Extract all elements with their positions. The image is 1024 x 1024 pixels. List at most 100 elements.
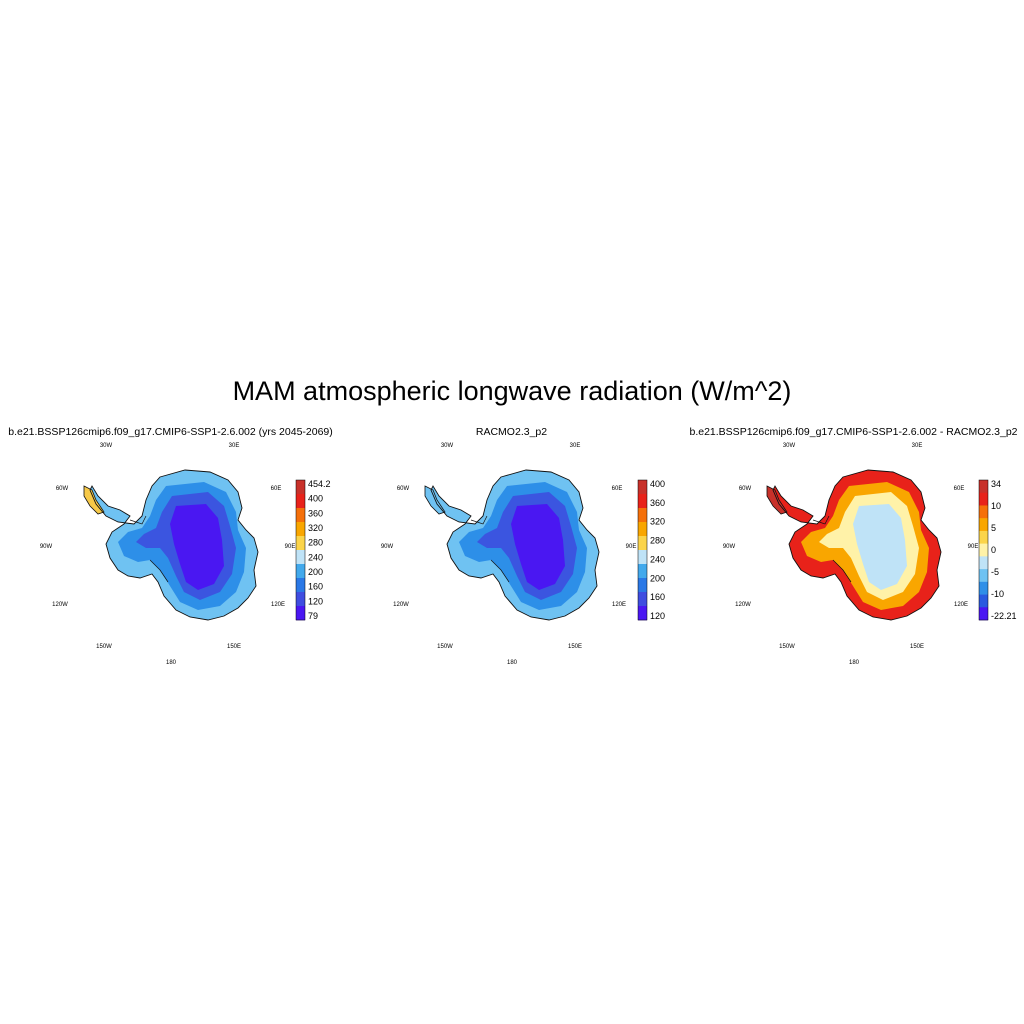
colorbar-swatch: [979, 569, 988, 583]
longitude-label: 30E: [229, 443, 240, 449]
colorbar-swatch: [296, 494, 305, 509]
colorbar-label: 79: [308, 611, 318, 621]
longitude-label: 30E: [570, 443, 581, 449]
colorbar-frame: [978, 479, 989, 621]
longitude-label: 60E: [612, 486, 623, 492]
longitude-label: 90W: [381, 544, 394, 550]
panel-title: b.e21.BSSP126cmip6.f09_g17.CMIP6-SSP1-2.…: [8, 426, 333, 438]
colorbar-swatch: [979, 518, 988, 532]
peninsula-coastline: [83, 485, 105, 515]
longitude-label: 90E: [626, 544, 637, 550]
colorbar-label: 360: [308, 508, 323, 518]
colorbar-label: 400: [650, 479, 665, 489]
ross-ice-shelf-line: [490, 559, 510, 583]
colorbar-swatch: [638, 480, 647, 495]
core-region: [170, 504, 224, 590]
panel-title: RACMO2.3_p2: [475, 426, 548, 438]
longitude-label: 120E: [954, 602, 968, 608]
colorbar-label: 320: [308, 523, 323, 533]
colorbar-label: 160: [308, 582, 323, 592]
peninsula-coastline: [424, 485, 446, 515]
longitude-label: 30E: [912, 443, 923, 449]
colorbar-label: 280: [650, 536, 665, 546]
colorbar-swatch: [296, 522, 305, 537]
colorbar-label: 5: [991, 523, 996, 533]
colorbar-swatch: [979, 530, 988, 544]
longitude-label: 150W: [437, 644, 453, 650]
polar-map: 30W 30E 60W 60E 90W 90E 120W 120E 150W 150E 180 34 1…: [723, 443, 1017, 666]
panel-title: b.e21.BSSP126cmip6.f09_g17.CMIP6-SSP1-2.…: [689, 426, 1018, 438]
colorbar-label: 120: [650, 611, 665, 621]
longitude-label: 60E: [271, 486, 282, 492]
colorbar-swatch: [638, 494, 647, 509]
longitude-label: 180: [166, 660, 177, 666]
colorbar-label: 200: [650, 573, 665, 583]
colorbar-label: 200: [308, 567, 323, 577]
longitude-label: 150E: [568, 644, 582, 650]
colorbar-swatch: [638, 508, 647, 523]
colorbar-swatch: [638, 578, 647, 593]
colorbar-swatch: [979, 492, 988, 506]
colorbar-frame: [295, 479, 306, 621]
colorbar-frame: [637, 479, 648, 621]
longitude-label: 120E: [271, 602, 285, 608]
colorbar-swatch: [296, 550, 305, 565]
longitude-label: 60W: [739, 486, 752, 492]
colorbar-label: 240: [650, 554, 665, 564]
longitude-label: 150W: [779, 644, 795, 650]
ronne-ice-shelf-line: [129, 515, 147, 525]
longitude-label: 90W: [723, 544, 736, 550]
longitude-label: 150W: [96, 644, 112, 650]
colorbar-swatch: [979, 480, 988, 494]
colorbar-label: 320: [650, 517, 665, 527]
longitude-label: 120W: [393, 602, 409, 608]
colorbar-label: 360: [650, 498, 665, 508]
longitude-label: 60E: [954, 486, 965, 492]
longitude-label: 150E: [910, 644, 924, 650]
map-panel-difference: b.e21.BSSP126cmip6.f09_g17.CMIP6-SSP1-2.…: [683, 420, 1024, 680]
polar-map: 30W 30E 60W 60E 90W 90E 120W 120E 150W 150E 180 400…: [381, 443, 665, 666]
map-panel-racmo: RACMO2.3_p2 30W 30E 60W 60E 90W 90E 120W 120E 15…: [341, 420, 682, 680]
colorbar-swatch: [638, 536, 647, 551]
longitude-label: 90E: [968, 544, 979, 550]
longitude-label: 90E: [285, 544, 296, 550]
ronne-ice-shelf-line: [470, 515, 488, 525]
ross-ice-shelf-line: [149, 559, 169, 583]
colorbar-label: 400: [308, 494, 323, 504]
colorbar-swatch: [296, 480, 305, 495]
colorbar-swatch: [296, 592, 305, 607]
colorbar-label: -10: [991, 589, 1004, 599]
longitude-label: 150E: [227, 644, 241, 650]
coastline: [772, 469, 942, 621]
colorbar-label: 280: [308, 538, 323, 548]
colorbar-swatch: [296, 536, 305, 551]
peninsula-coastline: [766, 485, 788, 515]
colorbar-swatch: [979, 543, 988, 557]
polar-map: 30W 30E 60W 60E 90W 90E 120W 120E 150W 150E 180 454…: [40, 443, 331, 666]
colorbar-label: -22.21: [991, 611, 1017, 621]
longitude-label: 30W: [783, 443, 796, 449]
colorbar-swatch: [979, 594, 988, 608]
longitude-label: 90W: [40, 544, 53, 550]
ronne-ice-shelf-line: [812, 515, 830, 525]
colorbar-swatch: [296, 508, 305, 523]
colorbar-label: 160: [650, 592, 665, 602]
colorbar-swatch: [296, 606, 305, 621]
core-region: [853, 504, 907, 590]
colorbar-swatch: [638, 606, 647, 621]
longitude-label: 30W: [100, 443, 113, 449]
longitude-label: 180: [849, 660, 860, 666]
ross-ice-shelf-line: [832, 559, 852, 583]
colorbar-swatch: [979, 581, 988, 595]
colorbar-swatch: [979, 505, 988, 519]
colorbar-swatch: [638, 564, 647, 579]
colorbar-label: 34: [991, 479, 1001, 489]
colorbar-label: 10: [991, 501, 1001, 511]
colorbar-swatch: [638, 522, 647, 537]
longitude-label: 120W: [735, 602, 751, 608]
longitude-label: 180: [507, 660, 518, 666]
core-region: [511, 504, 565, 590]
colorbar-swatch: [296, 564, 305, 579]
coastline: [430, 469, 600, 621]
colorbar-swatch: [638, 550, 647, 565]
